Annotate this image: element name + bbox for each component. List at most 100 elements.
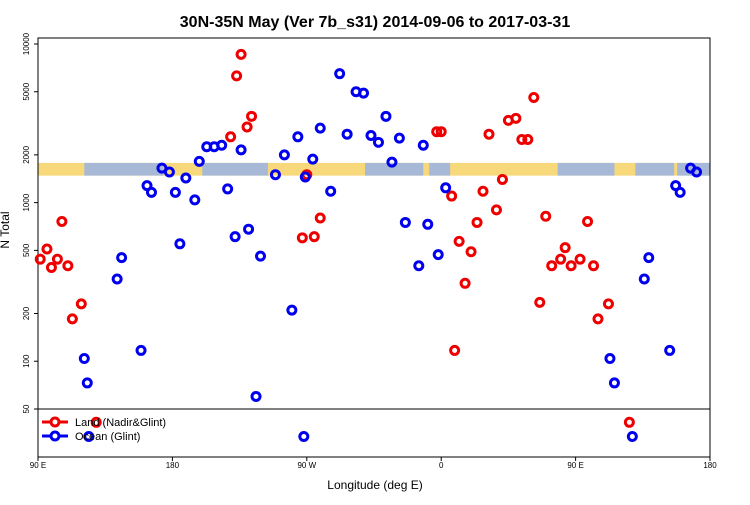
land-point (490, 204, 502, 216)
land-point (555, 253, 567, 265)
ocean-point (135, 344, 147, 356)
x-axis-label: Longitude (deg E) (327, 478, 422, 492)
land-point (431, 126, 443, 138)
plot-layer: 50 100 200 500 1000 2000 5000 10000 90 E 180 90 W 0… (22, 32, 717, 470)
land-point (51, 253, 63, 265)
y-tick-label: 1000 (22, 193, 31, 211)
ocean-point (299, 171, 311, 183)
y-tick-label: 2000 (22, 145, 31, 163)
land-point (516, 134, 528, 146)
land-point (510, 112, 522, 124)
land-point (528, 91, 540, 103)
surface-band-ocean (84, 162, 164, 176)
ocean-point (422, 218, 434, 230)
ocean-point (440, 182, 452, 194)
x-tick-label: 90 E (567, 461, 583, 470)
land-point (465, 246, 477, 258)
ocean-point (78, 353, 90, 365)
y-tick-label: 5000 (22, 82, 31, 100)
land-point (41, 243, 53, 255)
surface-band-ocean (635, 162, 675, 176)
y-tick-label: 10000 (22, 32, 31, 55)
land-point (446, 190, 458, 202)
y-axis-label: N Total (0, 211, 12, 248)
ocean-point (174, 238, 186, 250)
ocean-point (664, 344, 676, 356)
land-point (546, 260, 558, 272)
land-point (56, 216, 68, 228)
ocean-point (286, 304, 298, 316)
land-point (449, 344, 461, 356)
ocean-point (180, 172, 192, 184)
land-point (483, 128, 495, 140)
land-point (241, 121, 253, 133)
land-point (235, 48, 247, 60)
ocean-point (255, 250, 267, 262)
ocean-point (386, 156, 398, 168)
ocean-point (250, 390, 262, 402)
ocean-point (193, 155, 205, 167)
land-point (453, 235, 465, 247)
chart-title: 30N-35N May (Ver 7b_s31) 2014-09-06 to 2… (180, 14, 571, 31)
ocean-point (417, 139, 429, 151)
plot-frame (37, 37, 711, 458)
ocean-point (222, 183, 234, 195)
ocean-point (169, 186, 181, 198)
land-point (540, 210, 552, 222)
land-point (225, 131, 237, 143)
ocean-offscale-point (626, 430, 638, 442)
ocean-point (292, 131, 304, 143)
ocean-point (643, 252, 655, 264)
legend-marker-ocean (49, 430, 61, 442)
ocean-point (691, 166, 703, 178)
land-point (75, 298, 87, 310)
land-point (45, 261, 57, 273)
ocean-point (325, 185, 337, 197)
ocean-point (189, 194, 201, 206)
ocean-point (432, 249, 444, 261)
ocean-point (314, 122, 326, 134)
land-point (477, 185, 489, 197)
surface-band-ocean (202, 162, 268, 176)
y-tick-label: 500 (22, 243, 31, 257)
land-point (588, 260, 600, 272)
y-tick-label: 50 (22, 404, 31, 413)
land-point (66, 313, 78, 325)
land-point (435, 126, 447, 138)
surface-band-ocean (557, 162, 615, 176)
ocean-point (278, 149, 290, 161)
land-point (582, 216, 594, 228)
ocean-point (111, 273, 123, 285)
ocean-point (674, 186, 686, 198)
ocean-point (116, 252, 128, 264)
land-offscale-point (90, 416, 102, 428)
ocean-point (413, 260, 425, 272)
y-tick-label: 100 (22, 354, 31, 368)
land-point (314, 212, 326, 224)
land-point (574, 253, 586, 265)
land-point (34, 253, 46, 265)
land-point (592, 313, 604, 325)
land-point (602, 298, 614, 310)
ocean-point (81, 377, 93, 389)
ocean-point (358, 87, 370, 99)
land-point (471, 216, 483, 228)
x-tick-label: 90 E (30, 461, 46, 470)
ocean-point (608, 377, 620, 389)
legend-label-land: Land (Nadir&Glint) (75, 417, 166, 429)
land-point (296, 232, 308, 244)
ocean-point (269, 169, 281, 181)
ocean-point (229, 231, 241, 243)
x-tick-label: 90 W (297, 461, 316, 470)
surface-band-ocean (429, 162, 451, 176)
ocean-point (163, 166, 175, 178)
x-tick-label: 180 (166, 461, 180, 470)
ocean-point (399, 216, 411, 228)
land-offscale-point (623, 416, 635, 428)
legend-label-ocean: Ocean (Glint) (75, 431, 140, 443)
ocean-point (372, 136, 384, 148)
x-tick-label: 180 (703, 461, 717, 470)
x-tick-label: 0 (439, 461, 444, 470)
